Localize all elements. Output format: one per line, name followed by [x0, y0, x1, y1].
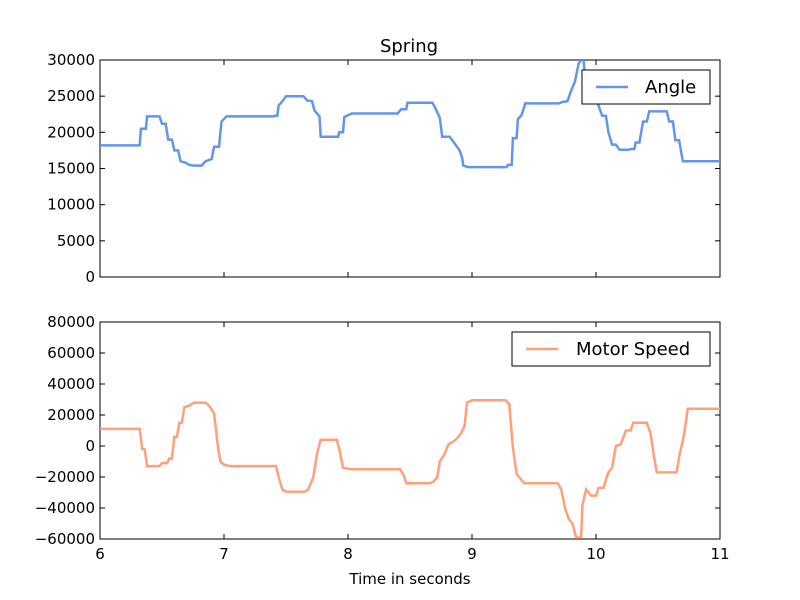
bottom-x-tick-label: 8	[343, 545, 353, 563]
bottom-plot-frame	[99, 321, 721, 540]
bottom-x-tick-label: 9	[467, 545, 477, 563]
top-y-tick-label: 5000	[57, 232, 95, 250]
bottom-y-tick-label: −20000	[35, 468, 95, 486]
bottom-plot-area	[100, 399, 720, 539]
top-y-tick-label: 25000	[47, 87, 95, 105]
bottom-legend: Motor Speed	[511, 331, 711, 367]
bottom-y-tick-label: −60000	[35, 530, 95, 548]
bottom-x-tick-label: 6	[95, 545, 105, 563]
top-y-tick-label: 20000	[47, 123, 95, 141]
motor-speed-legend-label: Motor Speed	[576, 339, 690, 360]
bottom-y-axis: −60000 −40000 −20000 0 20000 40000 60000 80000	[35, 313, 720, 548]
bottom-plot: −60000−40000−20000020000400006000080000 …	[35, 313, 730, 563]
angle-legend-label: Angle	[645, 77, 696, 98]
top-legend: Angle	[581, 69, 711, 105]
motor-speed-series-line	[100, 399, 720, 539]
bottom-x-axis: 6 7 8 9 10 11	[95, 322, 730, 563]
bottom-x-tick-label: 10	[586, 545, 605, 563]
bottom-y-tick-label: 40000	[47, 375, 95, 393]
top-y-tick-label: 15000	[47, 160, 95, 178]
top-plot-area	[100, 60, 720, 169]
top-y-tick-label: 10000	[47, 196, 95, 214]
top-y-tick-label: 0	[85, 268, 95, 286]
top-y-tick-label: 30000	[47, 51, 95, 69]
bottom-y-tick-label: 80000	[47, 313, 95, 331]
x-axis-label: Time in seconds	[348, 570, 470, 588]
bottom-x-tick-label: 11	[710, 545, 729, 563]
bottom-y-tick-label: −40000	[35, 499, 95, 517]
bottom-y-tick-label: 20000	[47, 406, 95, 424]
bottom-y-tick-label: 60000	[47, 344, 95, 362]
chart-title: Spring	[380, 36, 438, 57]
top-y-axis: 0 5000 10000 15000 20000 25000 30000	[47, 51, 720, 286]
bottom-y-tick-label: 0	[85, 437, 95, 455]
top-plot: 0 5000 10000 15000 20000 25000 30000 Angle	[47, 51, 721, 286]
top-x-axis	[99, 60, 721, 277]
bottom-x-tick-label: 7	[219, 545, 229, 563]
angle-series-line	[100, 60, 720, 169]
